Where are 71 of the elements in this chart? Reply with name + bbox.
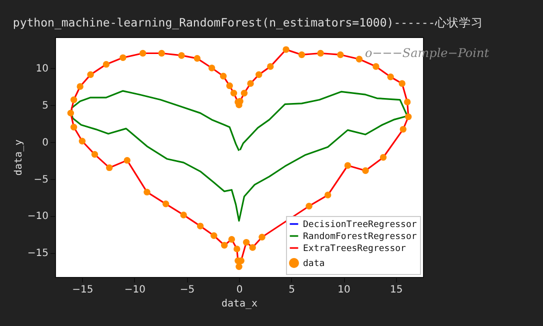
- y-axis-title: data_y: [13, 139, 24, 176]
- legend-label: DecisionTreeRegressor: [303, 220, 418, 230]
- point: [356, 56, 363, 62]
- point: [372, 63, 380, 70]
- point: [242, 238, 250, 246]
- y-tick-label: −15: [27, 248, 48, 260]
- point: [158, 50, 165, 57]
- y-tick-label: 0: [42, 137, 48, 148]
- point: [139, 50, 146, 57]
- point: [228, 236, 236, 243]
- point: [405, 113, 412, 120]
- point: [220, 72, 227, 80]
- point: [208, 64, 216, 72]
- point: [196, 222, 204, 230]
- point: [221, 242, 228, 249]
- point: [258, 234, 266, 240]
- y-tick-label: −10: [27, 211, 48, 222]
- point: [78, 138, 86, 144]
- x-tick-label: 15: [390, 284, 403, 296]
- point: [124, 156, 130, 164]
- x-tick-label: −5: [180, 284, 195, 296]
- point: [404, 98, 411, 106]
- point: [298, 51, 306, 58]
- x-tick-label: −10: [124, 284, 146, 296]
- point: [317, 50, 324, 57]
- point: [230, 90, 238, 96]
- chart-title: python_machine-learning_RandomForest(n_estimators=1000)------心状学习: [12, 16, 484, 30]
- point: [324, 192, 332, 198]
- point: [102, 60, 110, 68]
- point: [106, 164, 113, 172]
- legend-label: ExtraTreesRegressor: [303, 244, 407, 254]
- legend-label: data: [303, 259, 325, 269]
- point: [70, 124, 78, 130]
- point: [210, 232, 218, 239]
- y-tick-label: 5: [42, 100, 48, 112]
- point: [267, 63, 274, 70]
- point: [226, 82, 233, 90]
- point: [67, 110, 74, 116]
- x-tick-label: 5: [288, 284, 295, 296]
- point: [194, 55, 201, 62]
- point: [87, 71, 94, 78]
- point: [282, 46, 290, 53]
- point: [236, 263, 242, 270]
- point: [91, 151, 98, 158]
- x-tick-label: 10: [338, 284, 350, 296]
- y-tick-label: −5: [34, 174, 48, 186]
- point: [306, 202, 312, 210]
- point: [398, 80, 406, 87]
- point: [249, 244, 256, 251]
- point: [400, 126, 406, 133]
- x-tick-label: −15: [72, 284, 94, 296]
- point: [387, 74, 394, 80]
- point: [180, 212, 187, 218]
- point: [362, 167, 369, 174]
- point: [144, 188, 150, 196]
- point: [344, 162, 352, 169]
- point: [234, 246, 240, 252]
- point: [247, 80, 254, 87]
- x-tick-label: 0: [236, 284, 243, 296]
- y-tick-label: 10: [36, 64, 48, 75]
- point: [256, 71, 262, 78]
- point: [240, 90, 248, 96]
- point: [70, 96, 78, 104]
- point: [162, 200, 170, 208]
- point: [337, 51, 344, 58]
- legend-label: RandomForestRegressor: [303, 232, 418, 242]
- point: [178, 52, 185, 59]
- point: [76, 83, 84, 90]
- point: [380, 154, 387, 161]
- x-axis-title: data_x: [221, 298, 258, 310]
- point: [120, 54, 126, 62]
